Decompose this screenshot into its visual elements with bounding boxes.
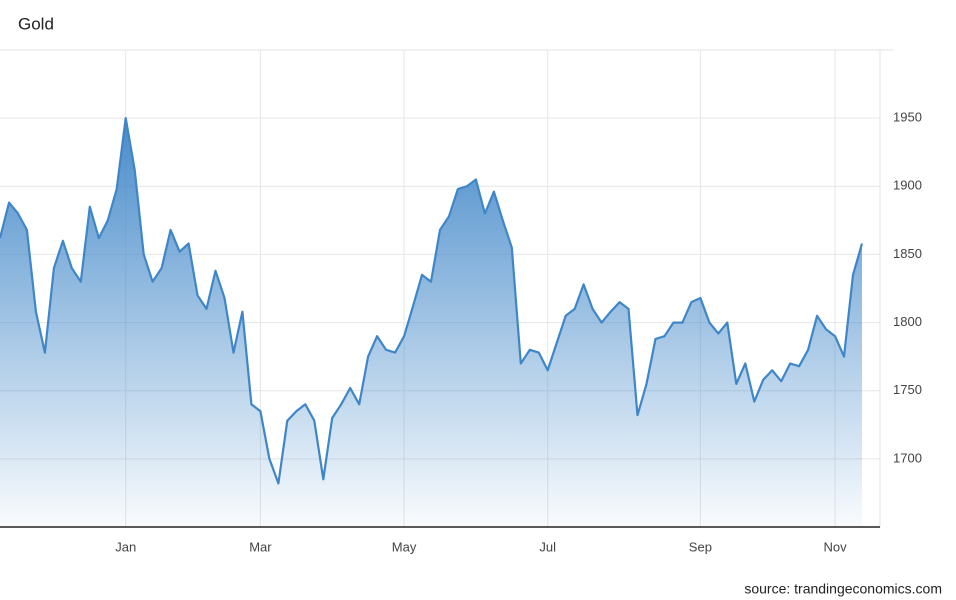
y-tick-label: 1700 — [893, 450, 922, 465]
source-note: source: trandingeconomics.com — [744, 581, 942, 597]
y-tick-label: 1800 — [893, 314, 922, 329]
y-tick-label: 1750 — [893, 382, 922, 397]
y-tick-label: 1900 — [893, 178, 922, 193]
y-tick-label: 1850 — [893, 246, 922, 261]
price-line — [0, 117, 864, 485]
x-tick-label: Nov — [824, 539, 848, 554]
x-tick-label: Mar — [249, 539, 272, 554]
area-fill — [0, 118, 862, 527]
x-tick-label: Jan — [115, 539, 136, 554]
x-tick-label: Sep — [689, 539, 712, 554]
chart-title: Gold — [18, 14, 54, 33]
y-tick-label: 1950 — [893, 110, 922, 125]
x-tick-label: May — [392, 539, 417, 554]
x-tick-label: Jul — [539, 539, 556, 554]
